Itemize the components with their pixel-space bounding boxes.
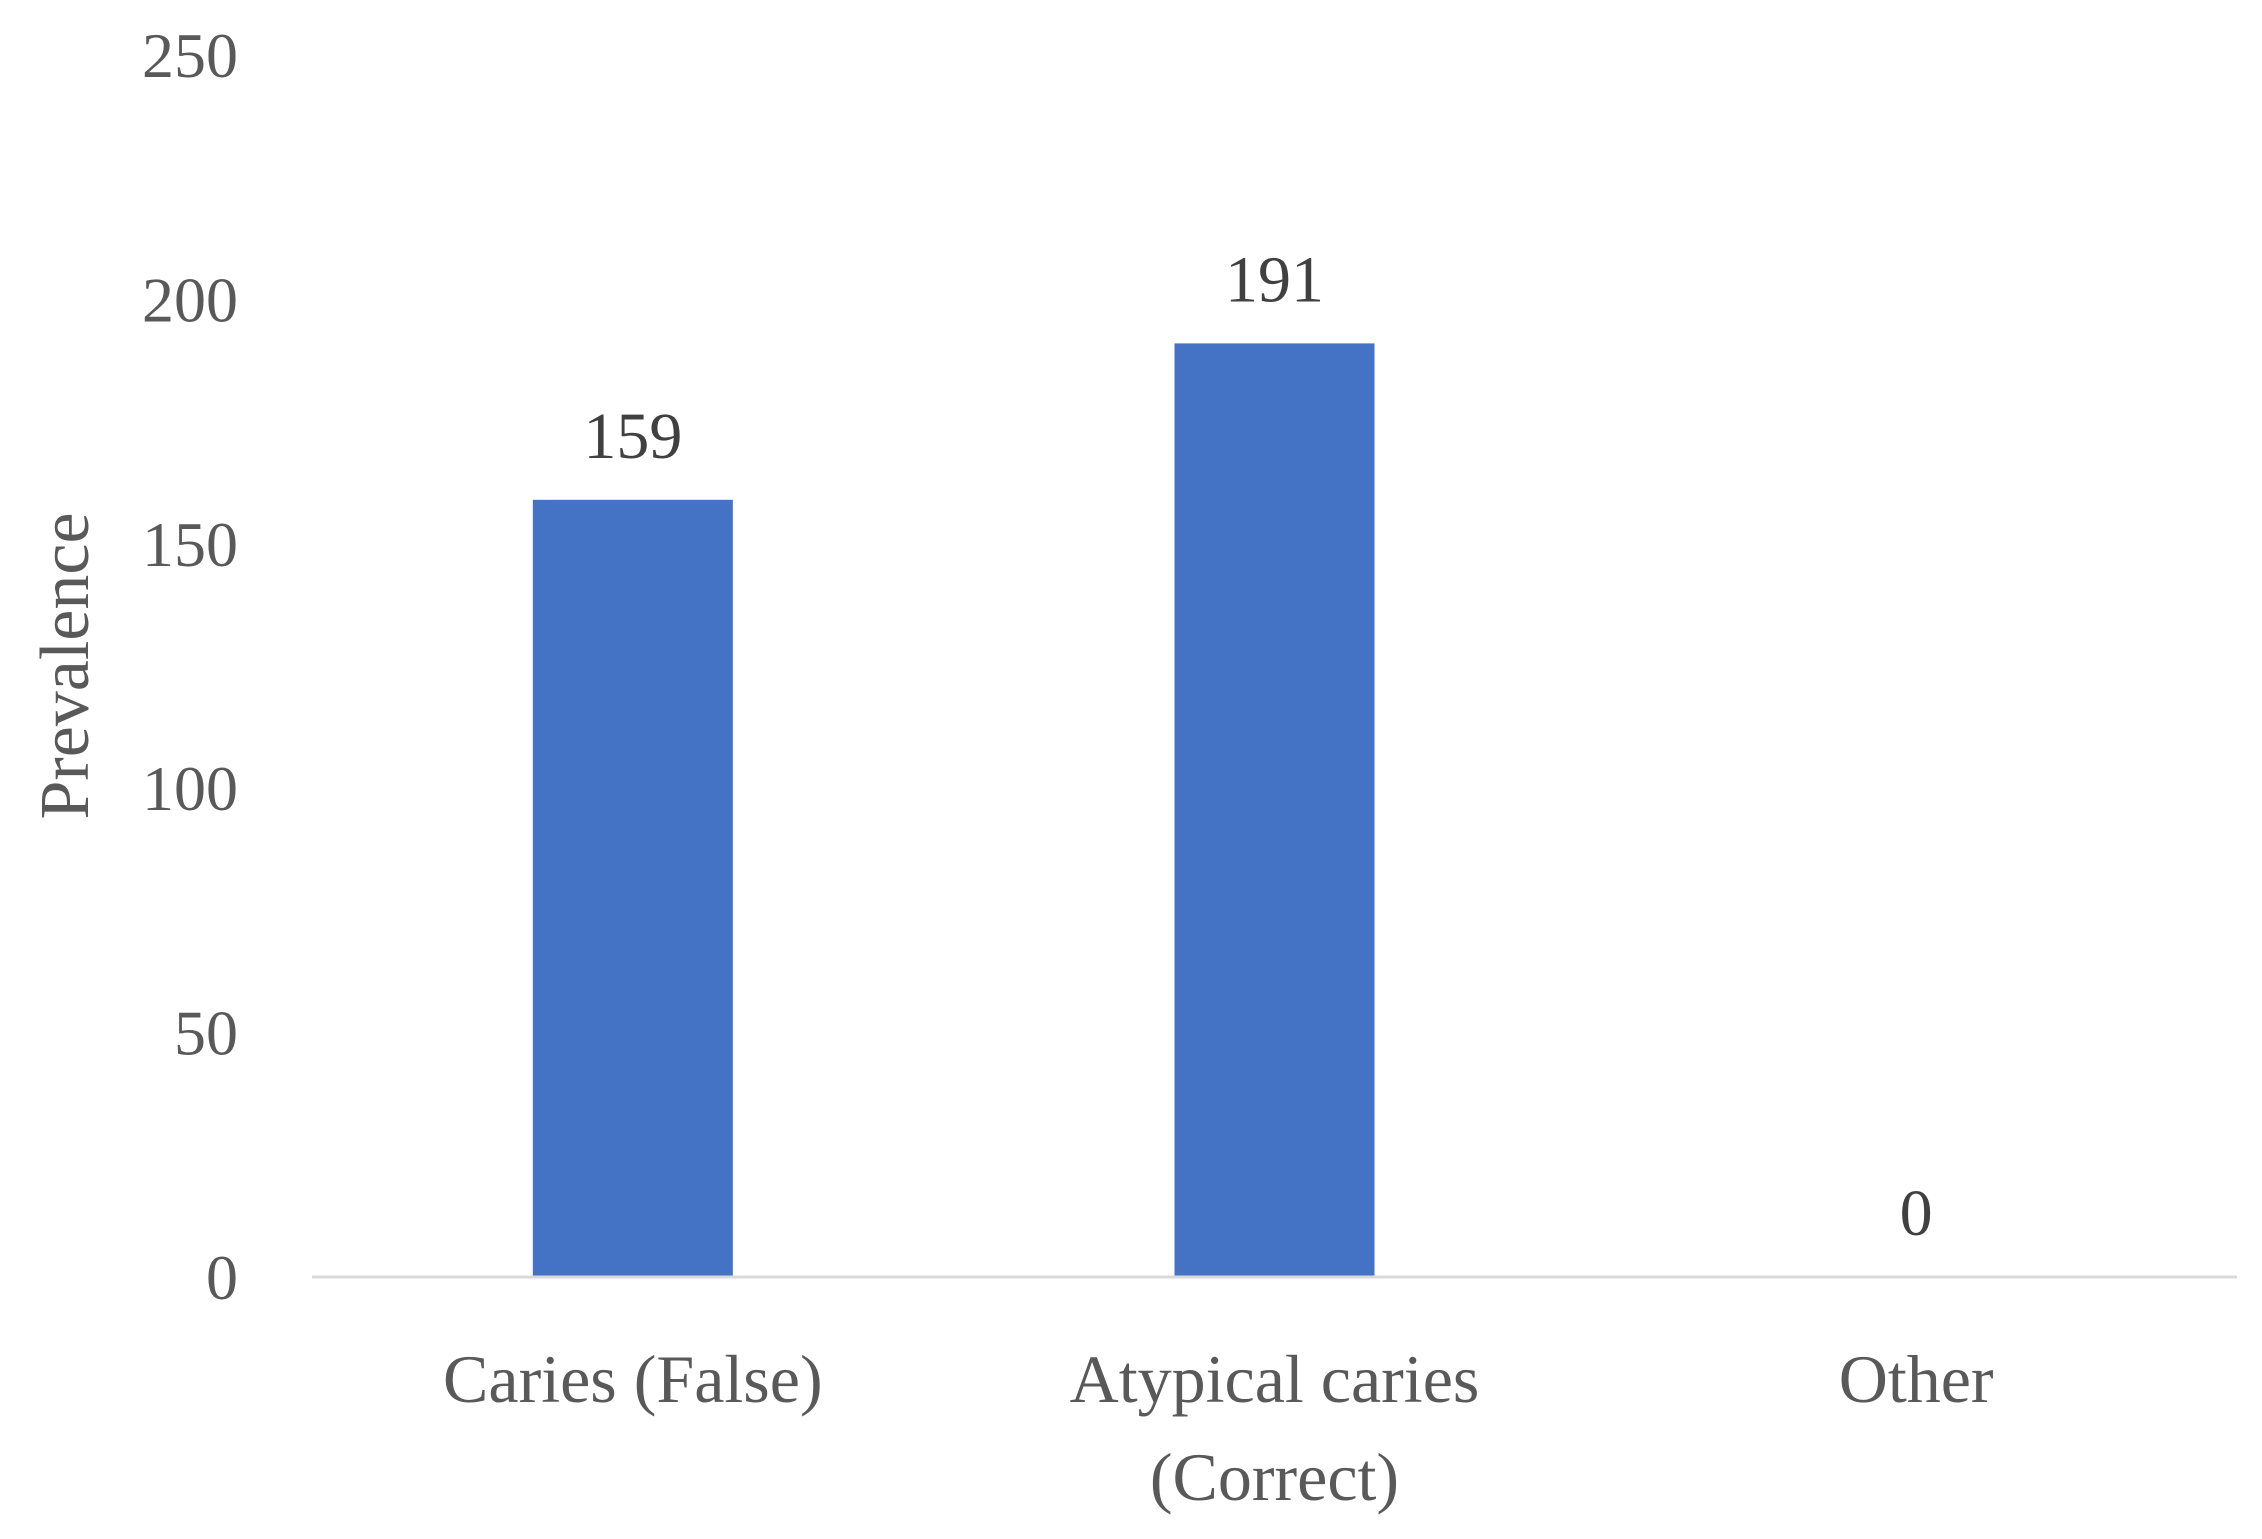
- bars: [532, 343, 1375, 1278]
- y-tick-label: 250: [142, 20, 238, 91]
- bar-value-label: 0: [1900, 1177, 1933, 1250]
- data-labels: 159 191 0: [583, 243, 1932, 1250]
- y-tick-label: 200: [142, 264, 238, 335]
- y-tick-label: 100: [142, 753, 238, 824]
- y-axis-title: Prevalence: [27, 512, 104, 819]
- y-tick-label: 0: [206, 1242, 238, 1313]
- bar: [1174, 343, 1375, 1278]
- x-axis-category-labels: Caries (False) Atypical caries (Correct) Ot…: [443, 1341, 1994, 1515]
- x-category-label: Caries (False): [443, 1341, 823, 1417]
- bar-value-label: 191: [1225, 243, 1324, 316]
- bar-value-label: 159: [583, 400, 682, 473]
- bar: [532, 499, 733, 1278]
- y-tick-label: 150: [142, 509, 238, 580]
- x-category-label: Other: [1839, 1341, 1994, 1417]
- y-tick-label: 50: [174, 998, 238, 1069]
- x-category-label: Atypical caries (Correct): [1070, 1341, 1480, 1515]
- y-axis-ticks: 0 50 100 150 200 250: [142, 20, 238, 1313]
